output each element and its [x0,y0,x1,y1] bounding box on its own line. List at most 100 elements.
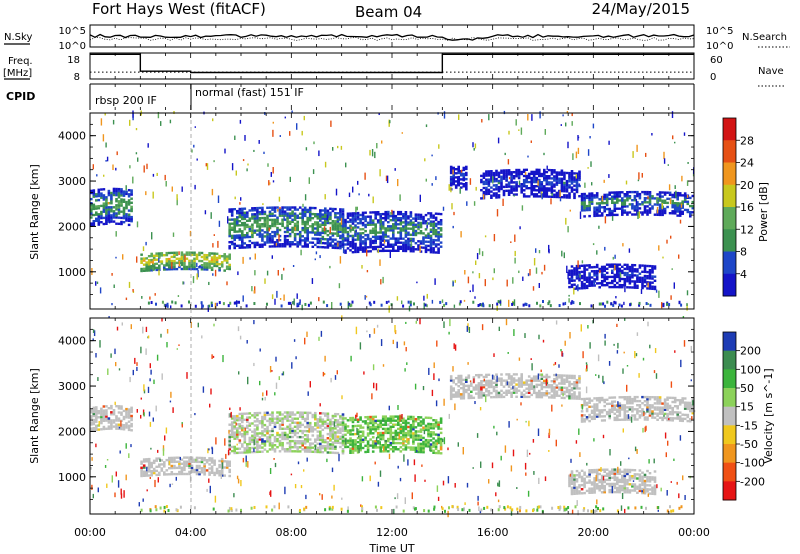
echo-cell-117 [115,214,118,217]
echo-cell-559 [256,241,259,244]
echo-cell-574 [273,435,277,439]
echo-cell-921 [341,419,345,422]
echo-cell-2088 [613,195,617,198]
echo-cell-419 [228,245,231,248]
echo-cell-1155 [364,219,367,223]
echo-cell-1068 [374,425,377,429]
echo-cell-2957 [152,267,154,272]
echo-cell-1826 [540,189,544,192]
echo-cell-2353 [580,285,584,288]
echo-cell-2641 [214,302,217,309]
echo-cell-410 [241,435,244,438]
echo-cell-1649 [492,194,496,197]
echo-cell-2345 [578,279,581,282]
echo-cell-81 [107,218,111,221]
echo-cell-1906 [560,187,564,191]
echo-cell-2269 [676,202,679,205]
echo-cell-1366 [404,225,408,228]
echo-cell-381 [213,260,216,263]
echo-cell-283 [173,255,176,259]
echo-cell-1172 [369,237,372,241]
echo-cell-1481 [429,246,433,250]
echo-cell-2196 [648,191,652,194]
echo-cell-3174 [296,304,299,308]
echo-cell-3192 [266,302,268,306]
echo-cell-2389 [590,280,594,283]
echo-cell-2599 [152,191,154,199]
echo-cell-1144 [389,415,393,418]
echo-cell-1075 [376,436,380,439]
echo-cell-1074 [376,440,380,443]
echo-cell-803 [319,416,322,419]
echo-cell-2719 [111,273,113,276]
echo-cell-1272 [387,217,390,220]
echo-cell-2649 [283,215,285,220]
echo-cell-219 [147,263,151,266]
echo-cell-2597 [438,144,440,149]
echo-cell-1380 [407,233,410,236]
echo-cell-776 [316,450,320,454]
echo-cell-2306 [689,196,692,200]
echo-cell-25 [95,412,98,415]
echo-cell-1437 [419,250,423,253]
echo-cell-1486 [429,236,433,240]
echo-cell-1284 [419,442,423,446]
echo-cell-1440 [419,240,423,243]
echo-cell-686 [296,427,299,431]
echo-cell-1447 [470,394,473,398]
echo-cell-1001 [359,438,362,442]
echo-cell-1582 [459,182,463,185]
echo-cell-2342 [575,267,579,270]
echo-cell-461 [251,436,254,439]
echo-cell-711 [301,423,304,427]
echo-cell-666 [291,411,294,414]
echo-cell-2670 [572,153,574,160]
echo-cell-992 [356,428,360,432]
echo-cell-435 [230,228,234,231]
echo-cell-1346 [402,241,405,244]
echo-cell-1404 [454,377,458,380]
echo-cell-1883 [553,171,556,174]
echo-cell-1641 [490,190,493,193]
echo-cell-3044 [283,294,285,301]
echo-cell-2348 [578,272,581,276]
power-colorbar-tick-label: 28 [740,134,754,147]
echo-cell-1129 [359,213,362,217]
echo-cell-2507 [628,267,632,271]
echo-cell-2775 [157,112,160,119]
echo-cell-157 [122,212,126,216]
echo-cell-2788 [638,172,640,180]
echo-cell-709 [301,431,304,435]
echo-cell-102 [120,407,123,410]
echo-cell-501 [243,236,247,239]
echo-cell-2762 [314,258,316,261]
echo-cell-137 [140,472,143,476]
echo-cell-832 [306,216,309,220]
echo-cell-692 [298,450,302,453]
echo-cell-129 [130,422,133,426]
echo-cell-2341 [575,269,579,272]
echo-cell-1441 [419,232,423,235]
echo-cell-1467 [477,386,481,389]
echo-cell-1856 [548,195,551,198]
echo-cell-1855 [545,170,549,174]
echo-cell-549 [268,433,272,437]
echo-cell-1204 [402,421,405,424]
echo-cell-1851 [545,181,549,184]
echo-cell-570 [256,208,259,212]
echo-cell-2826 [519,226,521,230]
echo-cell-1496 [432,251,435,254]
echo-cell-1703 [505,173,508,176]
echo-cell-2179 [646,213,649,216]
echo-cell-1246 [381,221,385,224]
echo-cell-850 [329,429,332,432]
echo-cell-1252 [384,235,387,238]
echo-cell-2910 [416,281,418,284]
echo-cell-1511 [434,251,438,254]
echo-cell-1325 [397,212,400,216]
echo-cell-1514 [492,381,496,384]
echo-cell-2768 [267,163,269,167]
echo-cell-2095 [616,197,619,200]
echo-cell-2100 [618,199,622,202]
